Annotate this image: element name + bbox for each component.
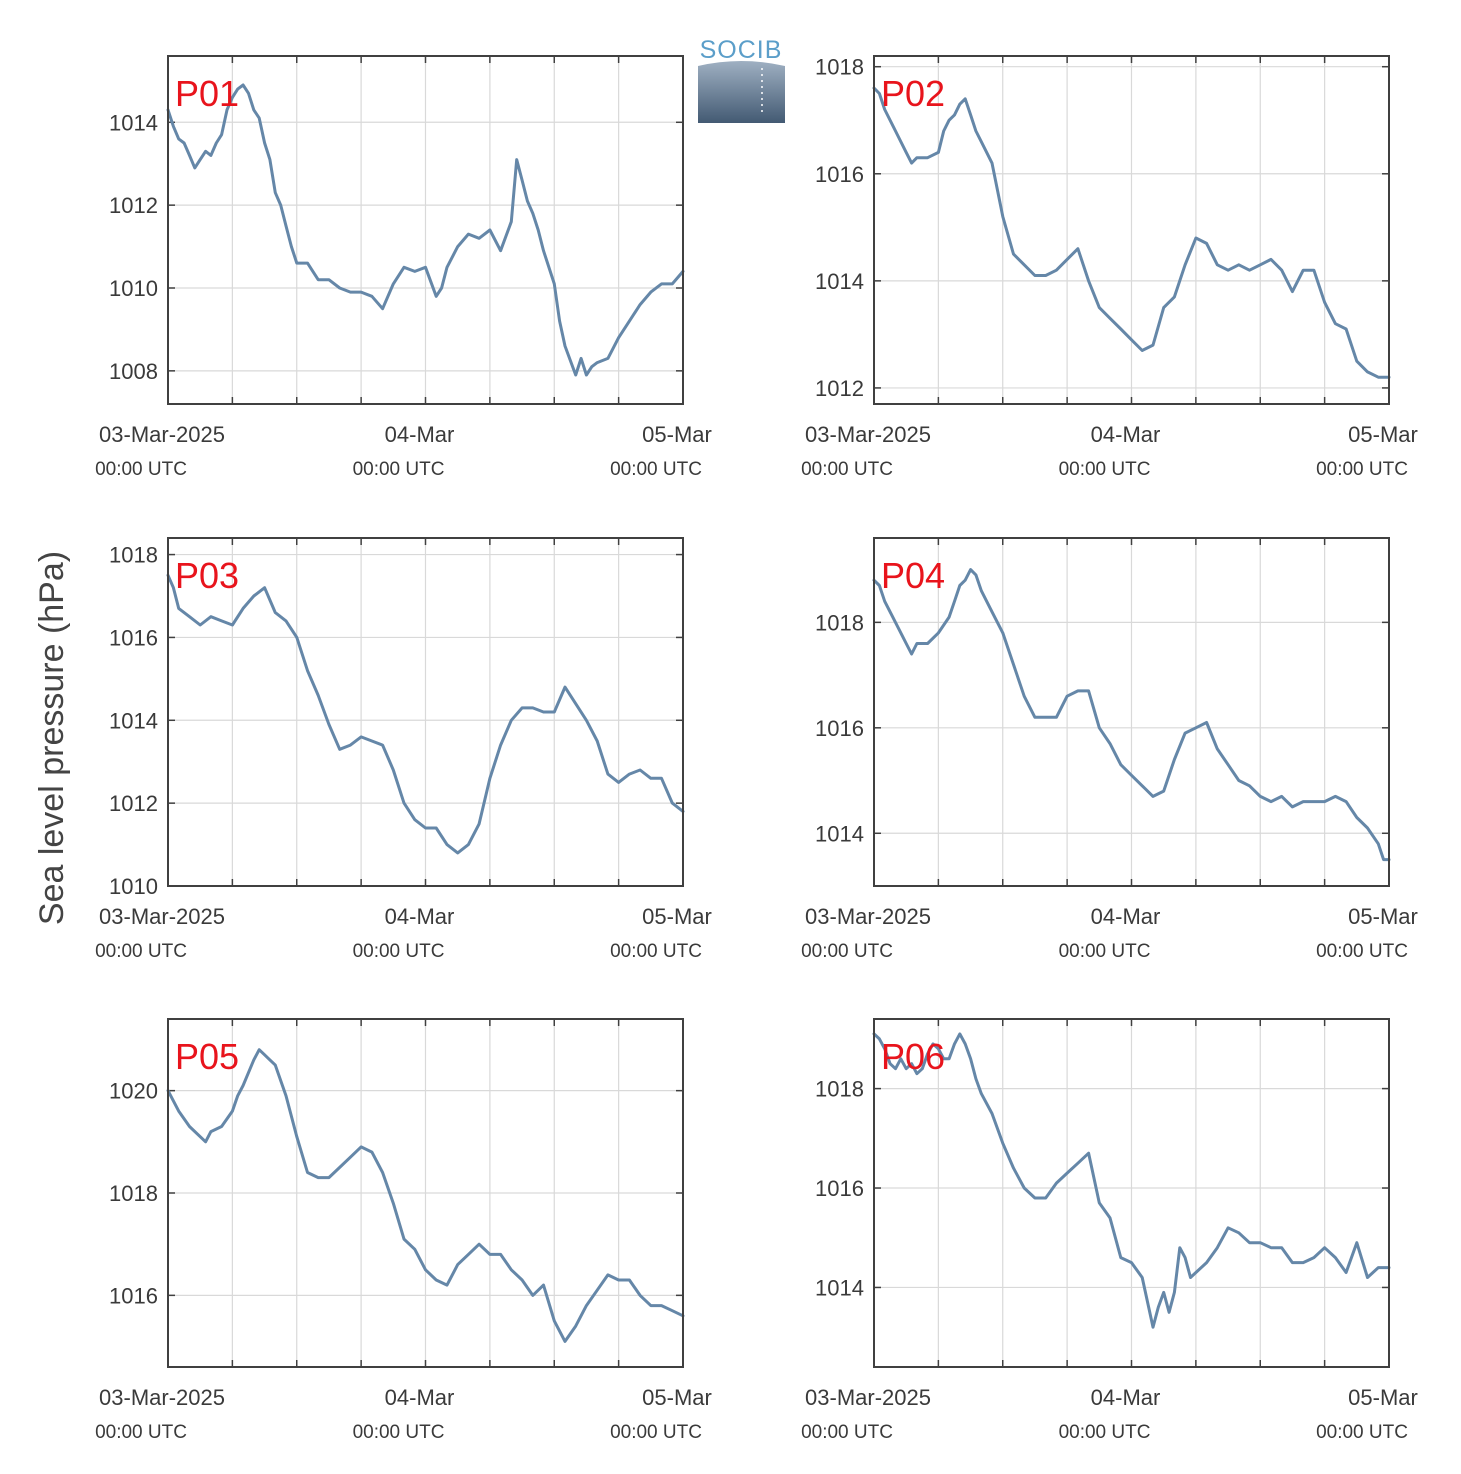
y-tick-label: 1012: [109, 791, 158, 816]
panel-title: P04: [881, 555, 945, 596]
x-tick-sublabel: 00:00 UTC: [353, 1422, 445, 1443]
x-tick-label: 03-Mar-2025: [99, 1385, 225, 1410]
y-tick-label: 1014: [815, 821, 864, 846]
chart-panel-p05: 1016 1018 1020 03-Mar-2025 00:00 UTC 04-Mar 00…: [95, 1018, 712, 1443]
x-tick-sublabel: 00:00 UTC: [801, 459, 893, 480]
x-tick-label: 04-Mar: [1091, 904, 1161, 929]
y-tick-label: 1010: [109, 874, 158, 899]
y-tick-label: 1016: [109, 625, 158, 650]
plot-frame: [167, 1018, 684, 1368]
chart-panel-p06: 1014 1016 1018 03-Mar-2025 00:00 UTC 04-Mar 00…: [801, 1018, 1418, 1443]
x-tick-label: 05-Mar: [642, 422, 712, 447]
x-tick-sublabel: 00:00 UTC: [610, 459, 702, 480]
y-tick-label: 1016: [815, 1176, 864, 1201]
x-tick-sublabel: 00:00 UTC: [95, 1422, 187, 1443]
x-tick-sublabel: 00:00 UTC: [801, 1422, 893, 1443]
socib-logo: SOCIB: [698, 36, 785, 123]
x-tick-sublabel: 00:00 UTC: [1316, 941, 1408, 962]
x-tick-label: 04-Mar: [385, 1385, 455, 1410]
y-tick-label: 1016: [815, 162, 864, 187]
y-tick-label: 1012: [109, 193, 158, 218]
x-tick-label: 03-Mar-2025: [805, 904, 931, 929]
x-tick-label: 05-Mar: [1348, 422, 1418, 447]
panel-title: P03: [175, 555, 239, 596]
logo-text: SOCIB: [700, 36, 783, 64]
y-tick-label: 1014: [815, 269, 864, 294]
logo-wave-icon: [698, 61, 785, 123]
x-tick-label: 04-Mar: [385, 422, 455, 447]
y-tick-label: 1018: [815, 610, 864, 635]
x-tick-sublabel: 00:00 UTC: [353, 941, 445, 962]
series-line: [872, 86, 1391, 379]
panel-grid: 1008 1010 1012 1014 03-Mar-2025 00:00 UTC 04-M…: [95, 55, 1418, 1443]
plot-frame: [167, 55, 684, 405]
x-tick-label: 03-Mar-2025: [99, 904, 225, 929]
y-axis-label: Sea level pressure (hPa): [33, 551, 71, 925]
y-tick-label: 1014: [109, 708, 158, 733]
series-line: [872, 568, 1391, 862]
plot-frame: [873, 55, 1390, 405]
x-tick-label: 03-Mar-2025: [805, 422, 931, 447]
x-tick-sublabel: 00:00 UTC: [1316, 459, 1408, 480]
x-tick-label: 05-Mar: [1348, 1385, 1418, 1410]
plot-frame: [873, 537, 1390, 887]
plot-frame: [167, 537, 684, 887]
x-tick-sublabel: 00:00 UTC: [801, 941, 893, 962]
x-tick-sublabel: 00:00 UTC: [95, 941, 187, 962]
x-tick-label: 03-Mar-2025: [99, 422, 225, 447]
y-tick-label: 1018: [109, 1181, 158, 1206]
y-tick-label: 1020: [109, 1079, 158, 1104]
y-tick-label: 1016: [815, 716, 864, 741]
x-tick-label: 04-Mar: [1091, 422, 1161, 447]
y-tick-label: 1014: [815, 1275, 864, 1300]
y-tick-label: 1008: [109, 359, 158, 384]
x-tick-label: 03-Mar-2025: [805, 1385, 931, 1410]
y-tick-label: 1014: [109, 110, 158, 135]
chart-panel-p04: 1014 1016 1018 03-Mar-2025 00:00 UTC 04-Mar 00…: [801, 537, 1418, 962]
x-tick-sublabel: 00:00 UTC: [1059, 1422, 1151, 1443]
y-tick-label: 1012: [815, 376, 864, 401]
x-tick-sublabel: 00:00 UTC: [610, 941, 702, 962]
y-tick-label: 1018: [815, 1077, 864, 1102]
x-tick-sublabel: 00:00 UTC: [353, 459, 445, 480]
x-tick-sublabel: 00:00 UTC: [95, 459, 187, 480]
x-tick-label: 04-Mar: [385, 904, 455, 929]
panel-title: P06: [881, 1036, 945, 1077]
series-line: [872, 1032, 1391, 1329]
series-line: [166, 1048, 685, 1343]
chart-panel-p01: 1008 1010 1012 1014 03-Mar-2025 00:00 UTC 04-M…: [95, 55, 712, 480]
y-tick-label: 1018: [815, 55, 864, 80]
x-tick-sublabel: 00:00 UTC: [1059, 459, 1151, 480]
chart-panel-p03: 1010 1012 1014 1016 1018 03-Mar-2025 00:00 UTC…: [95, 537, 712, 962]
y-tick-label: 1016: [109, 1283, 158, 1308]
y-tick-label: 1018: [109, 543, 158, 568]
chart-panel-p02: 1012 1014 1016 1018 03-Mar-2025 00:00 UTC 04-M…: [801, 55, 1418, 480]
plot-frame: [873, 1018, 1390, 1368]
x-tick-label: 04-Mar: [1091, 1385, 1161, 1410]
y-tick-label: 1010: [109, 276, 158, 301]
series-line: [166, 573, 685, 855]
x-tick-label: 05-Mar: [642, 1385, 712, 1410]
x-tick-sublabel: 00:00 UTC: [1059, 941, 1151, 962]
x-tick-label: 05-Mar: [642, 904, 712, 929]
panel-title: P05: [175, 1036, 239, 1077]
panel-title: P01: [175, 73, 239, 114]
series-line: [166, 83, 685, 377]
x-tick-sublabel: 00:00 UTC: [610, 1422, 702, 1443]
x-tick-sublabel: 00:00 UTC: [1316, 1422, 1408, 1443]
panel-title: P02: [881, 73, 945, 114]
x-tick-label: 05-Mar: [1348, 904, 1418, 929]
